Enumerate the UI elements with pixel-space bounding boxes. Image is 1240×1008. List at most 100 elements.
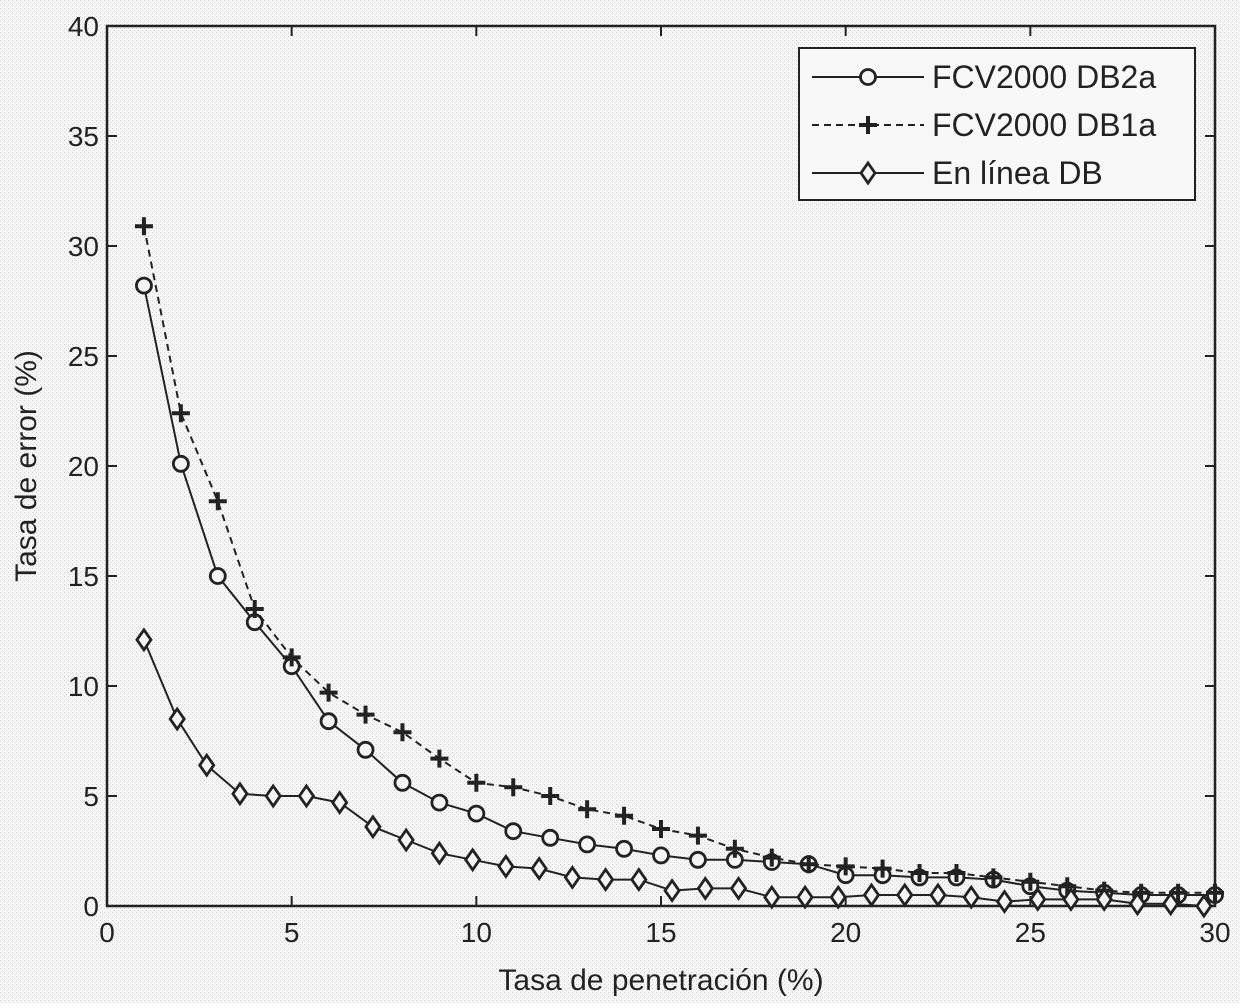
data-point-plus	[430, 749, 449, 768]
data-point-diamond	[896, 882, 914, 908]
data-point-plus	[541, 787, 560, 805]
data-point-plus	[282, 648, 301, 667]
data-point-plus	[984, 868, 1003, 887]
series-plus	[134, 217, 1224, 902]
data-point-circle	[652, 846, 670, 865]
data-point-circle	[135, 276, 153, 295]
data-point-plus	[947, 864, 966, 882]
data-point-diamond	[796, 884, 814, 910]
data-point-plus	[1058, 877, 1077, 896]
data-point-circle	[356, 740, 375, 759]
data-point-diamond	[497, 853, 515, 879]
data-point-diamond	[995, 889, 1014, 915]
data-point-circle	[578, 835, 597, 854]
data-point-diamond	[168, 706, 186, 732]
data-point-diamond	[630, 867, 648, 893]
data-point-diamond	[696, 875, 715, 901]
data-point-diamond	[1095, 886, 1113, 912]
data-point-circle	[467, 804, 486, 823]
data-point-circle	[689, 850, 707, 869]
ticks-layer: 0 5 10 15 20 25 30 0 5 10 15 20 25 30 35 40	[68, 11, 1231, 948]
x-tick-label: 0	[99, 917, 115, 948]
x-tick-label: 5	[284, 917, 300, 948]
data-point-diamond	[1195, 893, 1213, 919]
data-point-plus	[245, 600, 264, 618]
data-point-circle	[393, 773, 412, 792]
data-point-plus	[688, 826, 707, 845]
data-point-diamond	[663, 878, 681, 904]
data-point-plus	[504, 778, 523, 797]
data-point-diamond	[530, 856, 548, 882]
legend-label: FCV2000 DB2a	[932, 59, 1156, 95]
data-point-plus	[762, 848, 781, 867]
data-point-diamond	[364, 814, 382, 840]
data-point-plus	[578, 800, 597, 819]
data-point-circle	[615, 839, 633, 858]
series-diamond	[135, 627, 1213, 919]
data-point-diamond	[1062, 886, 1080, 912]
x-tick-label: 25	[1015, 917, 1046, 948]
data-point-diamond	[962, 884, 980, 910]
data-point-diamond	[198, 752, 216, 778]
y-tick-label: 0	[83, 891, 99, 922]
series-layer	[134, 217, 1224, 919]
legend-label: FCV2000 DB1a	[932, 107, 1156, 143]
y-tick-label: 40	[68, 11, 99, 42]
data-point-plus	[799, 855, 818, 874]
data-point-circle	[208, 567, 227, 585]
data-point-plus	[393, 723, 412, 742]
data-point-diamond	[763, 884, 781, 910]
data-point-diamond	[596, 867, 615, 893]
data-point-diamond	[135, 627, 153, 653]
data-point-plus	[652, 820, 670, 838]
data-point-diamond	[297, 783, 316, 809]
data-point-circle	[171, 454, 190, 473]
data-point-plus	[615, 806, 634, 825]
data-point-plus	[356, 705, 375, 724]
data-point-plus	[910, 864, 929, 882]
data-point-diamond	[231, 781, 249, 807]
legend: FCV2000 DB2a FCV2000 DB1a En línea DB	[798, 47, 1196, 201]
x-tick-label: 20	[830, 917, 861, 948]
data-point-plus	[873, 859, 892, 878]
data-point-diamond	[563, 864, 582, 890]
data-point-plus	[319, 683, 338, 702]
y-tick-label: 10	[68, 671, 99, 702]
data-point-circle	[319, 712, 338, 731]
legend-marker-diamond	[859, 160, 877, 186]
data-point-diamond	[929, 882, 947, 908]
data-point-diamond	[829, 884, 847, 910]
data-point-plus	[1021, 872, 1040, 891]
data-point-diamond	[463, 847, 482, 873]
data-point-plus	[467, 773, 486, 792]
data-point-plus	[1169, 883, 1188, 902]
data-point-plus	[134, 217, 153, 236]
y-tick-label: 20	[68, 451, 99, 482]
data-point-plus	[1206, 883, 1224, 902]
y-tick-label: 5	[83, 781, 99, 812]
data-point-diamond	[862, 882, 881, 908]
data-point-diamond	[430, 840, 449, 866]
data-point-diamond	[264, 783, 282, 809]
legend-marker-plus	[859, 116, 877, 134]
data-point-diamond	[729, 875, 748, 901]
data-point-plus	[725, 839, 744, 858]
x-tick-label: 15	[645, 917, 676, 948]
data-point-circle	[430, 793, 449, 812]
y-axis-title: Tasa de error (%)	[10, 350, 43, 582]
x-tick-label: 10	[461, 917, 492, 948]
y-tick-label: 15	[68, 561, 99, 592]
data-point-diamond	[330, 790, 349, 816]
legend-marker-circle	[859, 68, 877, 86]
data-point-diamond	[1128, 891, 1147, 917]
data-point-plus	[208, 492, 227, 511]
legend-items: FCV2000 DB2a FCV2000 DB1a En línea DB	[812, 59, 1156, 191]
y-tick-label: 35	[68, 121, 99, 152]
legend-label: En línea DB	[932, 155, 1103, 191]
y-tick-label: 25	[68, 341, 99, 372]
data-point-diamond	[397, 827, 415, 853]
x-tick-label: 30	[1199, 917, 1230, 948]
data-point-circle	[541, 828, 560, 847]
data-point-plus	[836, 857, 855, 876]
